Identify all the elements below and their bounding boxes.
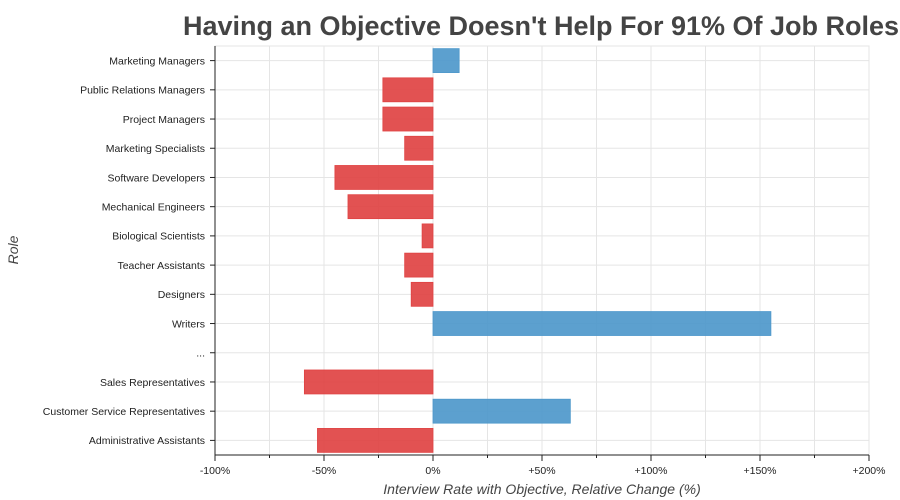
y-tick-label: Software Developers: [108, 172, 205, 184]
bar: [303, 369, 434, 395]
y-tick-label: Marketing Managers: [109, 55, 205, 67]
x-tick-labels: -100% -50% 0% +50% +100% +150% +200%: [200, 465, 886, 477]
bar: [317, 428, 434, 453]
y-tick-labels: Marketing Managers Public Relations Manag…: [43, 55, 205, 447]
bar: [382, 77, 434, 103]
y-tick-label: Customer Service Representatives: [43, 406, 205, 418]
x-tick-label: +50%: [528, 465, 555, 477]
y-tick-label: Project Managers: [123, 114, 205, 126]
x-tick-label: -100%: [200, 465, 230, 477]
x-tick-label: +100%: [635, 465, 668, 477]
bar: [347, 194, 434, 220]
bars: [303, 48, 772, 453]
x-tick-label: +150%: [744, 465, 777, 477]
bar: [334, 165, 434, 190]
bar: [432, 48, 460, 73]
y-tick-label: Teacher Assistants: [117, 260, 205, 272]
y-tick-label: Mechanical Engineers: [102, 201, 205, 213]
bar: [421, 223, 434, 249]
y-tick-label: Administrative Assistants: [89, 435, 205, 447]
bar: [382, 106, 434, 132]
x-tick-label: 0%: [425, 465, 440, 477]
y-tick-label: ...: [196, 348, 205, 360]
y-tick-label: Writers: [172, 318, 205, 330]
bar: [432, 398, 571, 424]
y-tick-label: Biological Scientists: [112, 231, 205, 243]
x-tick-label: -50%: [312, 465, 337, 477]
axes: [210, 46, 870, 461]
bar: [404, 135, 434, 161]
x-tick-label: +200%: [853, 465, 886, 477]
y-tick-label: Marketing Specialists: [106, 143, 205, 155]
y-tick-label: Public Relations Managers: [80, 85, 205, 97]
y-axis-label: Role: [5, 235, 21, 264]
chart-title: Having an Objective Doesn't Help For 91%…: [183, 11, 899, 41]
bar: [404, 252, 434, 278]
x-axis-label: Interview Rate with Objective, Relative …: [383, 481, 700, 497]
y-tick-label: Sales Representatives: [100, 377, 205, 389]
bar: [432, 311, 772, 336]
bar: [410, 281, 434, 307]
y-tick-label: Designers: [158, 289, 205, 301]
